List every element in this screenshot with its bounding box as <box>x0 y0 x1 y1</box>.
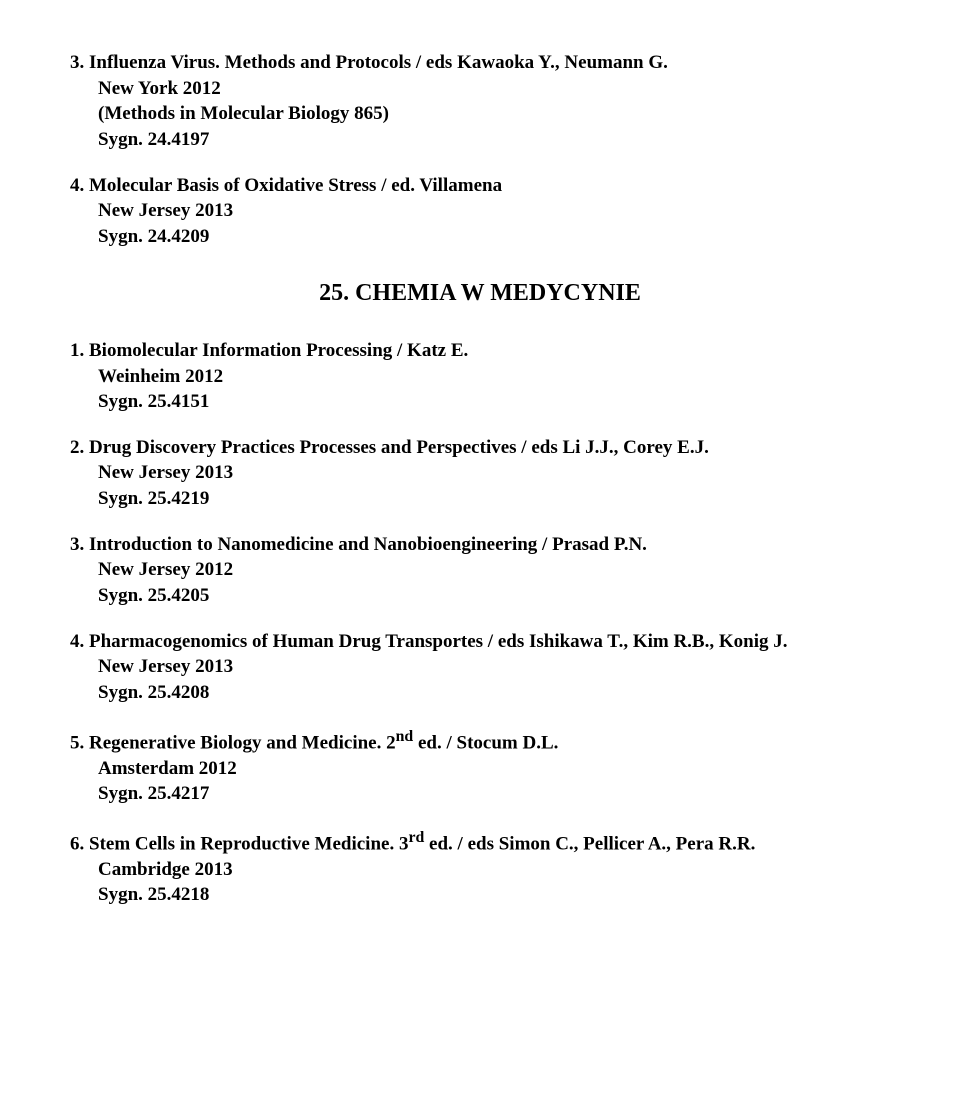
entry-number: 1. <box>70 340 84 361</box>
entry-sygn: Sygn. 25.4219 <box>70 486 890 512</box>
entry-sygn: Sygn. 24.4197 <box>70 127 890 153</box>
entry-place: New Jersey 2013 <box>70 654 890 680</box>
entry-place: New York 2012 <box>70 76 890 102</box>
entry-5: 5. Regenerative Biology and Medicine. 2n… <box>70 726 890 807</box>
entry-title-suffix: ed. / eds Simon C., Pellicer A., Pera R.… <box>424 833 755 854</box>
entry-top-3: 3. Influenza Virus. Methods and Protocol… <box>70 50 890 153</box>
entry-sygn: Sygn. 25.4217 <box>70 781 890 807</box>
entry-number: 3. <box>70 534 84 555</box>
entry-title: Drug Discovery Practices Processes and P… <box>89 437 709 458</box>
entry-sygn: Sygn. 25.4151 <box>70 389 890 415</box>
entry-3: 3. Introduction to Nanomedicine and Nano… <box>70 532 890 609</box>
entry-sup: rd <box>408 829 424 846</box>
entry-number: 4. <box>70 175 84 196</box>
entry-title-prefix: Regenerative Biology and Medicine. 2 <box>89 732 396 753</box>
entry-1: 1. Biomolecular Information Processing /… <box>70 338 890 415</box>
entry-title-suffix: ed. / Stocum D.L. <box>413 732 558 753</box>
entry-title-prefix: Stem Cells in Reproductive Medicine. 3 <box>89 833 408 854</box>
entry-title-line: 3. Introduction to Nanomedicine and Nano… <box>70 532 890 558</box>
entry-title: Influenza Virus. Methods and Protocols /… <box>89 52 668 73</box>
entry-title-line: 2. Drug Discovery Practices Processes an… <box>70 435 890 461</box>
entry-title-line: 1. Biomolecular Information Processing /… <box>70 338 890 364</box>
entry-title: Biomolecular Information Processing / Ka… <box>89 340 468 361</box>
entry-sygn: Sygn. 25.4218 <box>70 882 890 908</box>
entry-title-line: 3. Influenza Virus. Methods and Protocol… <box>70 50 890 76</box>
entry-title: Molecular Basis of Oxidative Stress / ed… <box>89 175 502 196</box>
entry-number: 3. <box>70 52 84 73</box>
entry-place: New Jersey 2013 <box>70 460 890 486</box>
entry-4: 4. Pharmacogenomics of Human Drug Transp… <box>70 629 890 706</box>
entry-note: (Methods in Molecular Biology 865) <box>70 101 890 127</box>
entry-sygn: Sygn. 24.4209 <box>70 224 890 250</box>
entry-sygn: Sygn. 25.4205 <box>70 583 890 609</box>
entry-title-line: 6. Stem Cells in Reproductive Medicine. … <box>70 827 890 857</box>
section-heading: 25. CHEMIA W MEDYCYNIE <box>70 277 890 309</box>
entry-title-line: 5. Regenerative Biology and Medicine. 2n… <box>70 726 890 756</box>
entry-place: Cambridge 2013 <box>70 857 890 883</box>
entry-title: Pharmacogenomics of Human Drug Transport… <box>89 631 787 652</box>
entry-sup: nd <box>396 728 414 745</box>
entry-place: Amsterdam 2012 <box>70 756 890 782</box>
entry-number: 6. <box>70 833 84 854</box>
entry-number: 5. <box>70 732 84 753</box>
entry-title-line: 4. Pharmacogenomics of Human Drug Transp… <box>70 629 890 655</box>
entry-number: 4. <box>70 631 84 652</box>
entry-place: New Jersey 2012 <box>70 557 890 583</box>
entry-number: 2. <box>70 437 84 458</box>
entry-title-line: 4. Molecular Basis of Oxidative Stress /… <box>70 173 890 199</box>
entry-title: Introduction to Nanomedicine and Nanobio… <box>89 534 647 555</box>
entry-6: 6. Stem Cells in Reproductive Medicine. … <box>70 827 890 908</box>
entry-place: New Jersey 2013 <box>70 198 890 224</box>
entry-sygn: Sygn. 25.4208 <box>70 680 890 706</box>
entry-2: 2. Drug Discovery Practices Processes an… <box>70 435 890 512</box>
entry-top-4: 4. Molecular Basis of Oxidative Stress /… <box>70 173 890 250</box>
entry-place: Weinheim 2012 <box>70 364 890 390</box>
